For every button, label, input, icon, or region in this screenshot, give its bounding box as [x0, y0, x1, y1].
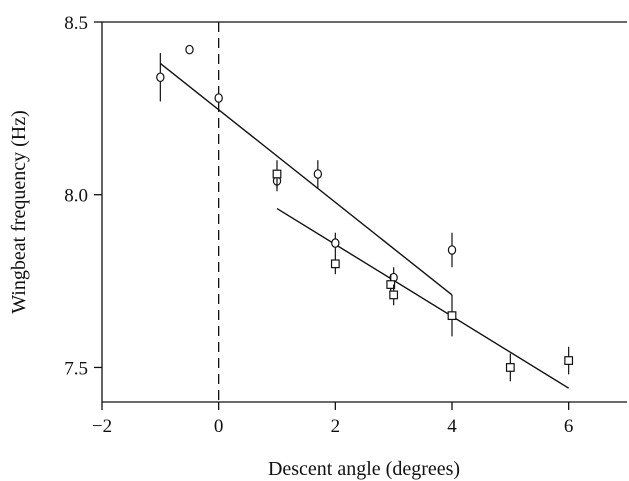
data-points — [156, 44, 574, 382]
y-tick-label: 7.5 — [64, 358, 88, 379]
circle-point — [156, 72, 165, 83]
square-point — [564, 356, 574, 365]
x-axis-title: Descent angle (degrees) — [268, 458, 460, 480]
y-tick-label: 8.5 — [64, 13, 88, 34]
square-point — [389, 290, 399, 300]
square-point — [386, 280, 396, 289]
circle-point — [447, 245, 457, 255]
x-tick-label: −2 — [92, 416, 112, 437]
x-axis: −2 0 2 4 6 — [92, 402, 574, 437]
plot-frame — [101, 21, 627, 403]
square-point — [272, 169, 282, 179]
fit-line-series-2 — [276, 207, 570, 389]
circle-point — [313, 169, 323, 179]
fit-lines — [159, 62, 570, 389]
x-tick-label: 0 — [214, 416, 224, 437]
circle-point — [185, 44, 194, 55]
square-point — [505, 363, 515, 372]
circle-point — [331, 238, 340, 248]
x-tick-label: 2 — [331, 416, 341, 437]
x-tick-label: 4 — [447, 416, 457, 437]
y-tick-label: 8.0 — [64, 186, 88, 207]
square-point — [447, 311, 457, 321]
circle-point — [214, 93, 223, 103]
y-axis: 7.5 8.0 8.5 — [64, 13, 102, 379]
square-point — [330, 259, 340, 269]
fit-line-series-1 — [159, 62, 453, 296]
y-axis-title: Wingbeat frequency (Hz) — [8, 110, 30, 314]
x-tick-label: 6 — [564, 416, 574, 437]
